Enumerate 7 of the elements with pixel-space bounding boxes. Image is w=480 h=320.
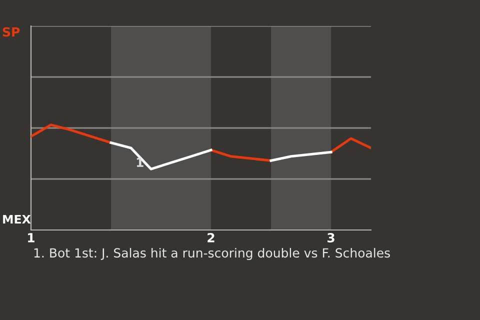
text: SP xyxy=(2,27,20,37)
annotation: 1 xyxy=(136,158,144,167)
x-tick-label: 1 xyxy=(28,233,34,242)
text: MEX xyxy=(3,214,31,224)
x-tick-label: 3 xyxy=(327,233,334,242)
text: 1. Bot 1st: J. Salas hit a run-scoring double vs F. Schoales xyxy=(34,248,390,260)
x-tick-label: 2 xyxy=(208,233,214,242)
